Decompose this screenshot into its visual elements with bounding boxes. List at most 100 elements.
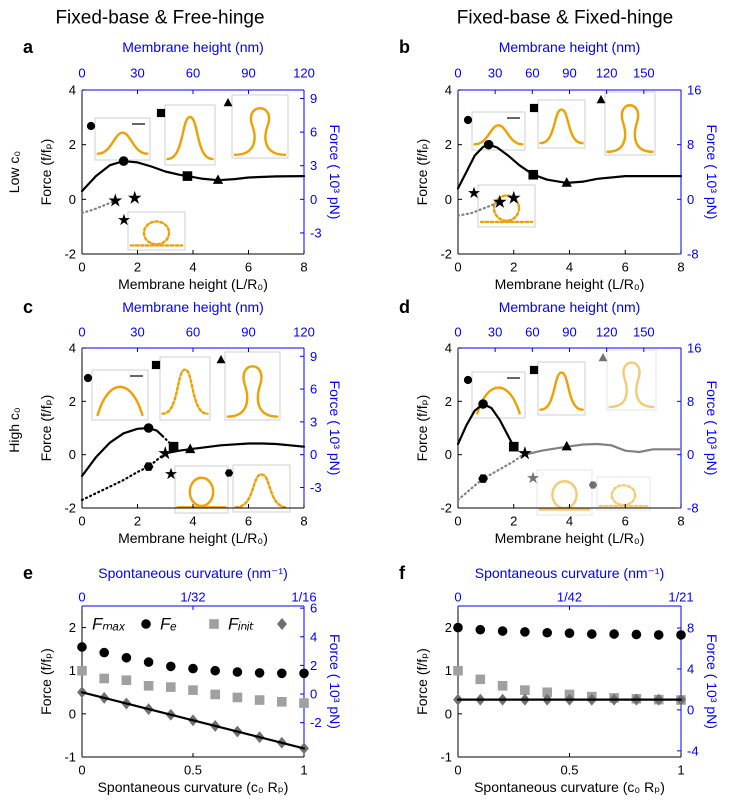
inset-icon [468, 186, 480, 199]
data-line [456, 143, 683, 190]
inset-icon [463, 375, 473, 385]
x-tick-label: 0 [78, 260, 85, 275]
x-axis-label: Spontaneous curvature (c₀ Rₚ) [474, 779, 665, 795]
data-point [299, 698, 309, 708]
shape-inset [165, 465, 229, 514]
shape-inset [151, 356, 211, 421]
data-point [99, 673, 110, 684]
legend-label: Fₘₐₓ [92, 615, 126, 634]
y2-tick-label: 16 [687, 83, 701, 98]
data-point [108, 193, 123, 207]
y2-tick-label: 0 [310, 447, 317, 462]
inset-icon [588, 481, 598, 489]
x-tick-label: 6 [622, 260, 629, 275]
y-tick-label: -2 [64, 247, 76, 262]
inset-membrane [166, 115, 214, 161]
y-tick-label: 0 [445, 447, 452, 462]
y-tick-label: -2 [440, 247, 452, 262]
x-tick-label: 0 [454, 514, 461, 529]
x-tick-label: 0 [454, 260, 461, 275]
inset-membrane [473, 124, 524, 146]
y-tick-label: 0 [69, 447, 76, 462]
shape-inset [224, 464, 291, 513]
inset-membrane [226, 365, 279, 418]
x-tick-label: 8 [677, 260, 684, 275]
data-point [121, 675, 132, 686]
panel-label: b [399, 37, 410, 57]
y2-axis-label: Force ( 10³ pN) [327, 634, 343, 729]
shape-inset [463, 111, 526, 151]
inset-icon [223, 97, 233, 107]
data-line [164, 442, 306, 455]
x2-tick-label: 30 [130, 325, 144, 340]
x2-tick-label: 0 [78, 66, 85, 81]
shape-inset [216, 351, 281, 421]
inset-icon [224, 469, 234, 477]
inset-icon [165, 467, 177, 480]
shape-inset [118, 211, 186, 251]
data-point [528, 169, 539, 180]
x2-tick-label: 30 [488, 66, 502, 81]
x2-tick-label: 120 [596, 66, 618, 81]
y2-tick-label: 8 [687, 394, 694, 409]
x2-tick-label: 120 [293, 66, 315, 81]
y-tick-label: 2 [69, 620, 76, 635]
y2-tick-label: 6 [310, 601, 317, 616]
inset-icon [216, 354, 226, 364]
y2-tick-label: 4 [310, 629, 317, 644]
shape-inset [223, 94, 289, 159]
data-point [483, 139, 494, 150]
data-line [80, 199, 117, 215]
x-axis-label: Membrane height (L/R₀) [495, 530, 645, 546]
inset-icon [596, 94, 606, 104]
data-point [453, 622, 463, 633]
inset-icon [86, 121, 96, 131]
y2-tick-label: 9 [310, 349, 317, 364]
y-tick-label: 2 [69, 394, 76, 409]
inset-membrane [161, 368, 209, 415]
x-tick-label: 0 [454, 763, 461, 778]
y2-tick-label: 16 [687, 341, 701, 356]
x2-tick-label: 90 [562, 66, 576, 81]
shape-inset [83, 369, 149, 421]
y-axis-label: Force (f/fₚ) [414, 648, 430, 715]
data-point [676, 630, 686, 640]
data-point [210, 665, 220, 676]
x-tick-label: 0 [78, 763, 85, 778]
data-point [166, 682, 176, 692]
inset-membrane [606, 104, 654, 153]
data-point [631, 629, 642, 640]
y-tick-label: 4 [445, 341, 452, 356]
x2-tick-label: 1/21 [668, 590, 693, 605]
y-tick-label: -1 [440, 750, 452, 765]
y2-axis-label: Force ( 10³ pN) [704, 381, 720, 476]
inset-membrane [142, 220, 171, 246]
data-point [561, 440, 572, 451]
x2-tick-label: 0 [454, 325, 461, 340]
data-point [497, 681, 508, 691]
legend-marker [141, 619, 151, 629]
panel-label: f [399, 563, 406, 583]
x-axis-label: Membrane height (L/R₀) [495, 276, 645, 292]
x2-tick-label: 1/42 [557, 590, 582, 605]
x-tick-label: 0.5 [184, 763, 202, 778]
y2-tick-label: -4 [687, 743, 699, 758]
x-tick-label: 8 [677, 514, 684, 529]
x2-axis-label: Spontaneous curvature (nm⁻¹) [98, 565, 287, 581]
shape-inset [598, 349, 657, 411]
legend-marker [277, 618, 287, 630]
x2-axis-label: Membrane height (nm) [499, 39, 641, 55]
x2-axis-label: Membrane height (nm) [122, 299, 264, 315]
x-tick-label: 0 [78, 514, 85, 529]
data-point [166, 661, 176, 672]
y2-tick-label: -8 [687, 247, 699, 262]
y-tick-label: 4 [445, 83, 452, 98]
x2-tick-label: 150 [633, 66, 655, 81]
inset-frame [91, 369, 149, 421]
y-tick-label: 2 [69, 137, 76, 152]
data-point [143, 462, 154, 471]
row-label: Low c₀ [6, 151, 22, 194]
inset-membrane [188, 476, 215, 508]
inset-frame [127, 211, 186, 251]
x2-tick-label: 1/16 [291, 590, 316, 605]
